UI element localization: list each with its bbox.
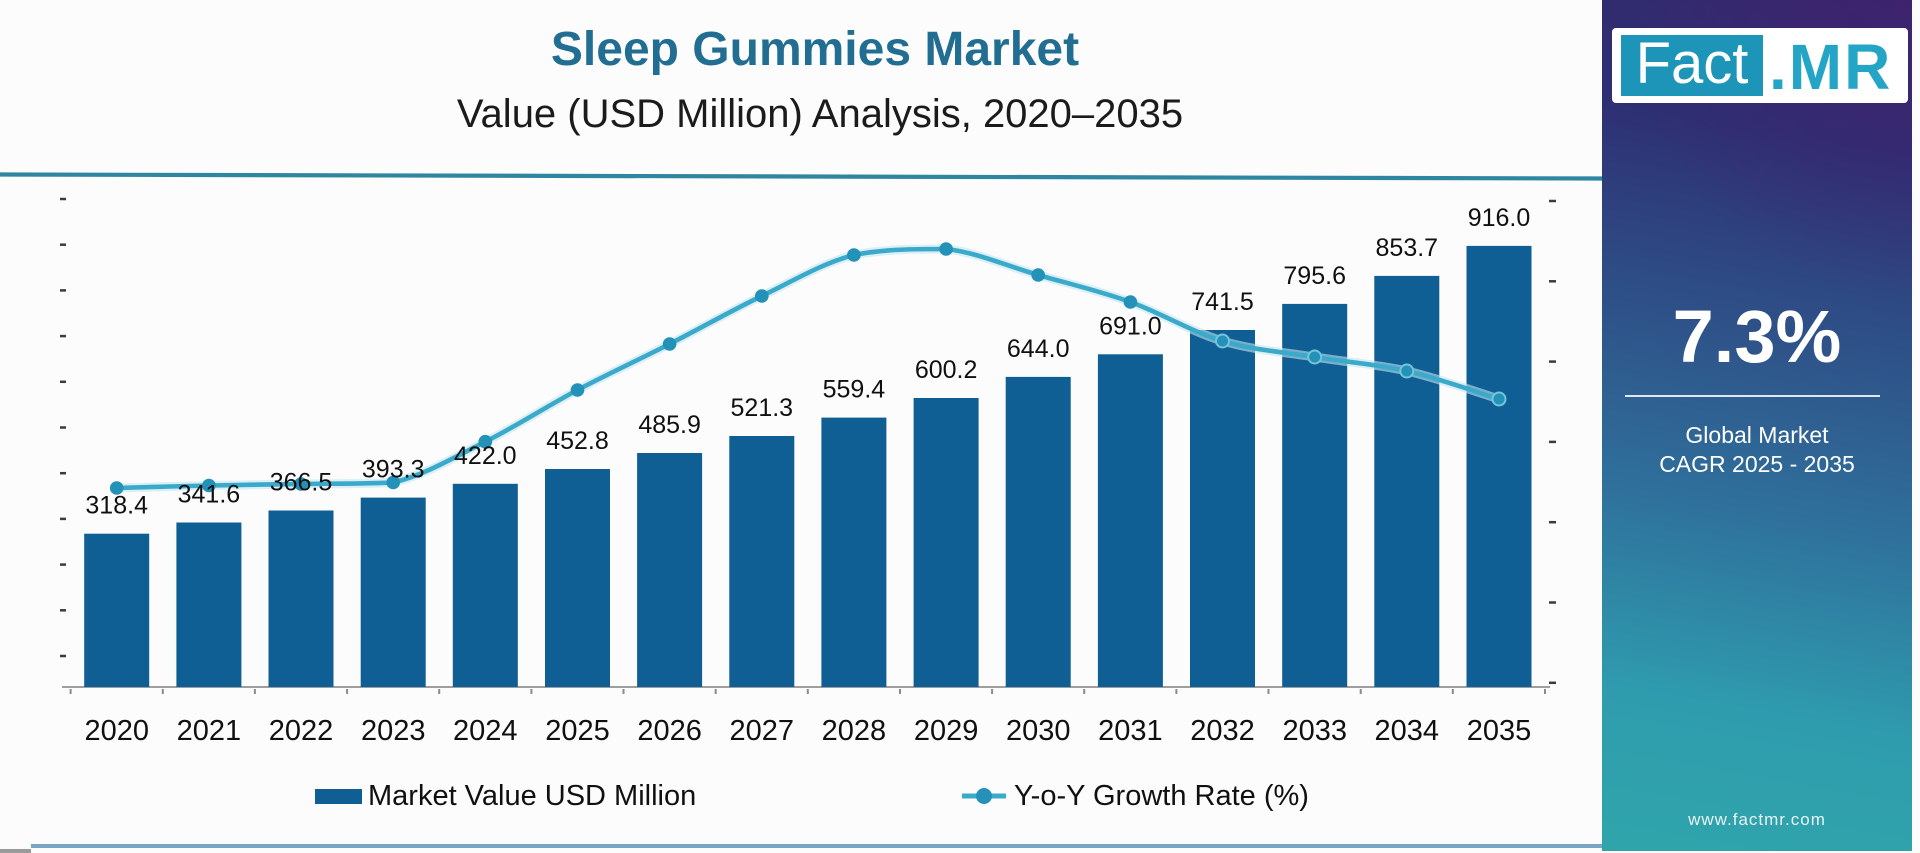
- svg-text:741.5: 741.5: [1191, 288, 1254, 316]
- svg-text:795.6: 795.6: [1283, 262, 1346, 290]
- svg-text:2035: 2035: [1467, 715, 1532, 747]
- svg-text:2027: 2027: [730, 715, 795, 747]
- svg-text:644.0: 644.0: [1007, 335, 1070, 363]
- svg-text:559.4: 559.4: [823, 376, 886, 404]
- svg-text:2021: 2021: [177, 715, 242, 747]
- svg-text:485.9: 485.9: [638, 411, 701, 439]
- svg-text:2033: 2033: [1282, 715, 1347, 747]
- svg-text:341.6: 341.6: [178, 481, 241, 509]
- svg-text:916.0: 916.0: [1468, 204, 1531, 232]
- svg-text:Y-o-Y Growth Rate (%): Y-o-Y Growth Rate (%): [1014, 780, 1309, 812]
- svg-text:318.4: 318.4: [85, 492, 148, 520]
- svg-text:2030: 2030: [1006, 715, 1071, 747]
- svg-text:2034: 2034: [1375, 715, 1440, 747]
- svg-text:2028: 2028: [822, 715, 887, 747]
- svg-text:2023: 2023: [361, 715, 426, 747]
- svg-text:2024: 2024: [453, 715, 518, 747]
- svg-text:366.5: 366.5: [270, 469, 333, 497]
- svg-text:691.0: 691.0: [1099, 312, 1162, 340]
- svg-text:2025: 2025: [545, 715, 610, 747]
- svg-text:853.7: 853.7: [1376, 234, 1439, 262]
- svg-text:393.3: 393.3: [362, 456, 425, 484]
- svg-text:600.2: 600.2: [915, 356, 978, 384]
- svg-text:2029: 2029: [914, 715, 979, 747]
- svg-text:2026: 2026: [637, 715, 702, 747]
- svg-text:Market Value USD Million: Market Value USD Million: [368, 780, 696, 812]
- svg-text:452.8: 452.8: [546, 427, 609, 455]
- svg-text:2032: 2032: [1190, 715, 1255, 747]
- svg-text:2031: 2031: [1098, 715, 1163, 747]
- svg-text:422.0: 422.0: [454, 442, 517, 470]
- svg-text:2022: 2022: [269, 715, 334, 747]
- svg-text:521.3: 521.3: [731, 394, 794, 422]
- svg-text:2020: 2020: [84, 715, 149, 747]
